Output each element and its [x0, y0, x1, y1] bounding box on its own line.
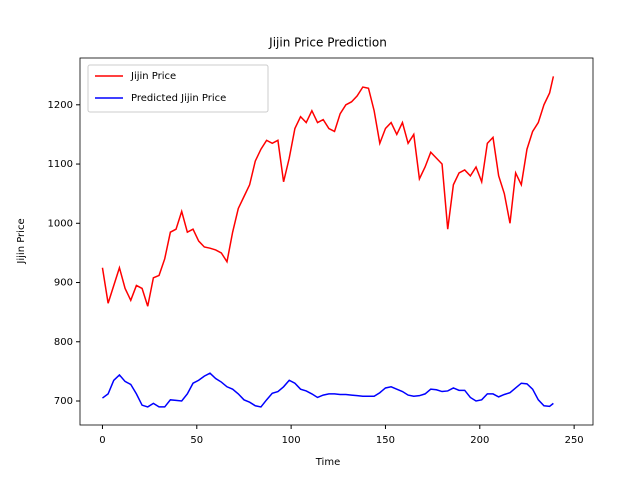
x-axis-label: Time	[315, 457, 340, 468]
plot-frame	[79, 57, 594, 426]
x-tick-label: 150	[376, 435, 395, 446]
x-tick-label: 0	[99, 435, 105, 446]
x-tick-label: 200	[470, 435, 489, 446]
data-line	[101, 76, 555, 307]
x-tick-label: 250	[565, 435, 584, 446]
legend-label: Predicted Jijin Price	[131, 93, 226, 104]
x-tick-label: 100	[282, 435, 301, 446]
data-line	[102, 372, 554, 408]
legend-label: Jijin Price	[130, 71, 176, 82]
x-tick-label: 50	[190, 435, 203, 446]
chart-title: Jijin Price Prediction	[268, 36, 387, 50]
y-tick-label: 1100	[48, 159, 73, 170]
y-tick-label: 1200	[48, 100, 73, 111]
y-tick-label: 700	[54, 396, 73, 407]
y-tick-label: 1000	[48, 218, 73, 229]
y-axis-label: Jijin Price	[16, 218, 27, 264]
y-tick-label: 900	[54, 278, 73, 289]
legend-box	[87, 64, 269, 113]
y-tick-label: 800	[54, 337, 73, 348]
